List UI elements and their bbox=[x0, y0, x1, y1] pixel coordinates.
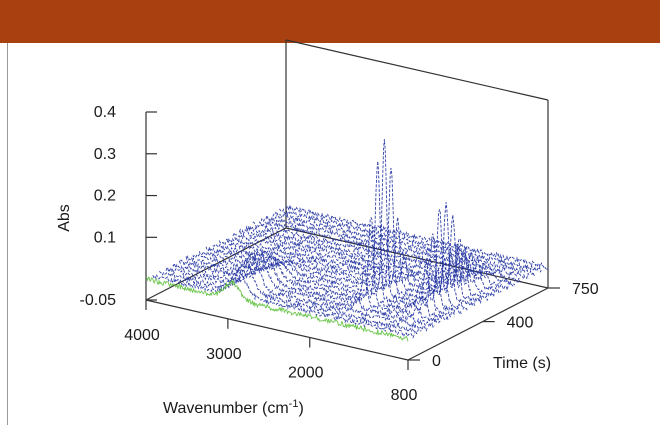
spectrum-line-4 bbox=[172, 249, 436, 328]
y-tick-label-0: 0 bbox=[432, 353, 441, 370]
back-top-edge bbox=[285, 39, 549, 101]
y-tick-label-2: 750 bbox=[572, 281, 599, 298]
spectrum-line-3 bbox=[165, 252, 429, 332]
x-tick-label-1: 3000 bbox=[206, 346, 242, 363]
x-tick-label-3: 800 bbox=[391, 387, 418, 404]
y-tick-label-1: 400 bbox=[507, 315, 534, 332]
spectrum-line-14 bbox=[238, 228, 502, 294]
y-axis-label: Time (s) bbox=[493, 355, 551, 372]
x-axis-label-superscript: -1 bbox=[289, 398, 299, 410]
spectrum-line-18 bbox=[265, 215, 529, 280]
spectrum-line-10 bbox=[212, 209, 476, 307]
spectrum-line-1 bbox=[152, 269, 416, 339]
chart-frame bbox=[145, 39, 549, 301]
z-tick-label-1: 0.1 bbox=[94, 229, 116, 246]
header-bar bbox=[0, 0, 660, 43]
spectrum-line-15 bbox=[245, 225, 509, 291]
z-tick-label-2: 0.2 bbox=[94, 188, 116, 205]
x-axis-label: Wavenumber (cm-1) bbox=[163, 398, 304, 417]
x-axis-label-close: ) bbox=[298, 400, 303, 417]
spectrum-line-5 bbox=[178, 250, 442, 324]
spectrum-line-9 bbox=[205, 168, 469, 312]
spectrum-line-16 bbox=[252, 221, 516, 287]
z-axis-label: Abs bbox=[56, 204, 73, 232]
x-axis-line bbox=[145, 299, 409, 361]
spectrum-line-6 bbox=[185, 216, 449, 321]
spectrum-line-13 bbox=[232, 231, 496, 297]
z-tick-label-4: 0.4 bbox=[94, 104, 116, 121]
z-tick-label-3: 0.3 bbox=[94, 146, 116, 163]
spectrum-line-8 bbox=[198, 139, 462, 315]
spectrum-line-7 bbox=[192, 161, 456, 318]
floor-left-edge bbox=[145, 227, 287, 301]
spectrum-line-20 bbox=[278, 208, 542, 273]
spectrum-line-19 bbox=[272, 211, 536, 277]
x-axis-label-main: Wavenumber (cm bbox=[163, 400, 289, 417]
y-axis-line bbox=[407, 287, 549, 361]
floor-back-edge bbox=[285, 227, 549, 289]
axes-group: -0.05 0.1 0.2 0.3 0.4 4000 3000 2000 800 0 400 750 bbox=[80, 104, 599, 404]
spectrum-line-21 bbox=[285, 205, 549, 270]
spectrum-line-2 bbox=[158, 259, 422, 335]
x-tick-label-0: 4000 bbox=[124, 327, 160, 344]
left-border-rule bbox=[7, 43, 8, 425]
x-tick-label-2: 2000 bbox=[288, 365, 324, 382]
spectrum-line-0 bbox=[145, 276, 409, 342]
z-tick-label-0: -0.05 bbox=[80, 292, 117, 309]
spectra-group bbox=[145, 139, 549, 342]
